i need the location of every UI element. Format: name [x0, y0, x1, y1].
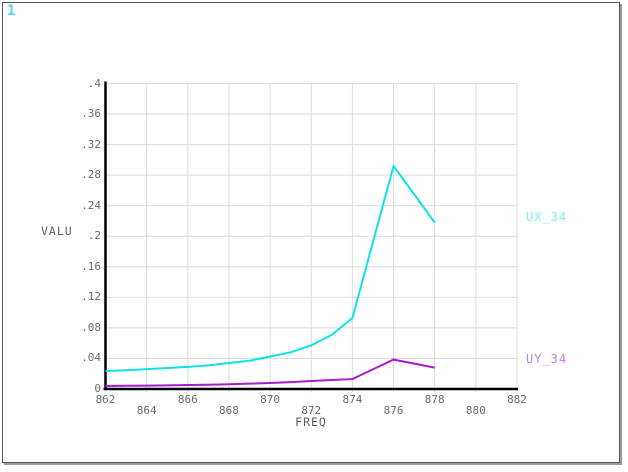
y-tick-label: .12 — [81, 290, 101, 304]
series-line-uy_34 — [105, 358, 435, 387]
y-tick-label: .32 — [81, 137, 101, 151]
y-tick-label: .36 — [81, 107, 101, 121]
x-tick-label: 876 — [383, 404, 404, 417]
x-tick-label: 862 — [95, 393, 116, 406]
x-tick-label: 878 — [424, 393, 445, 406]
x-tick-label: 864 — [136, 404, 157, 417]
x-tick-label: 874 — [342, 393, 363, 406]
y-tick-label: .08 — [81, 320, 101, 334]
plot-number-label: 1 — [7, 3, 16, 19]
y-tick-label: .04 — [81, 351, 101, 365]
x-tick-label: 866 — [177, 393, 198, 406]
y-tick-label: .16 — [81, 259, 101, 273]
y-tick-label: .2 — [87, 229, 101, 243]
x-tick-label: 868 — [219, 404, 239, 417]
x-tick-label: 882 — [507, 393, 527, 406]
x-tick-label: 870 — [260, 393, 281, 406]
x-tick-label: 872 — [301, 404, 322, 417]
y-tick-label: .28 — [81, 168, 101, 182]
legend-label-uy-34: UY_34 — [526, 352, 568, 366]
y-axis-title: VALU — [41, 224, 73, 238]
legend-label-ux-34: UX_34 — [526, 210, 568, 224]
x-axis-title: FREQ — [295, 415, 327, 429]
x-tick-label: 880 — [465, 404, 486, 417]
y-tick-label: 0 — [94, 382, 101, 395]
y-tick-label: .24 — [81, 198, 101, 212]
y-tick-label: .4 — [87, 76, 101, 90]
series-line-ux_34 — [105, 163, 436, 373]
